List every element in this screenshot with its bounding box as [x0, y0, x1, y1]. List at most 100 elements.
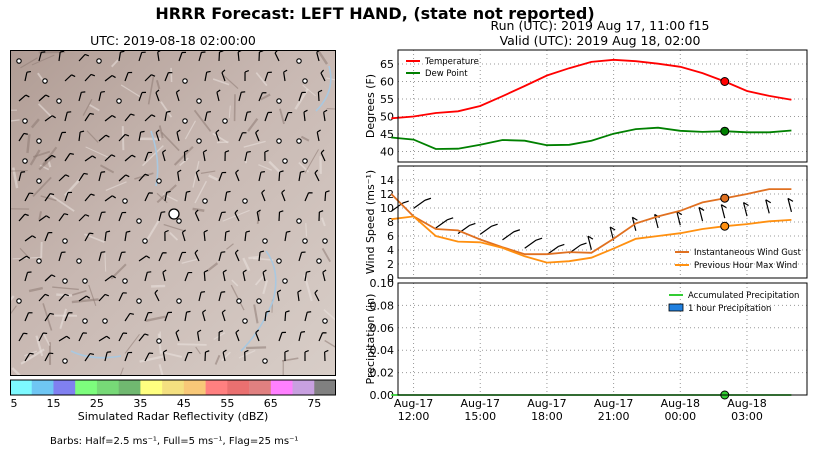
wind-barb	[84, 232, 94, 242]
calm-wind-marker	[116, 98, 122, 104]
wind-barb	[224, 190, 231, 202]
wind-barb	[244, 150, 251, 162]
colorbar-frame	[10, 379, 336, 396]
wind-barb	[435, 217, 454, 229]
wind-barb	[144, 151, 153, 162]
wind-barb	[244, 70, 249, 82]
wind-barb	[58, 251, 66, 262]
calm-wind-marker	[176, 218, 182, 224]
terrain-ridge	[226, 243, 234, 250]
wind-barb	[216, 89, 221, 102]
wind-barb	[118, 251, 126, 262]
wind-barb	[304, 192, 313, 202]
y-tick-label: 10	[380, 202, 394, 215]
y-tick-label: 2	[387, 258, 394, 271]
y-tick-label: 0.10	[370, 277, 395, 290]
x-tick-label: 18:00	[531, 410, 563, 423]
calm-wind-marker	[62, 238, 68, 244]
y-tick-label: 12	[380, 188, 394, 201]
wind-barb	[314, 289, 320, 302]
terrain-ridge	[179, 157, 189, 167]
wind-barb	[281, 189, 286, 202]
terrain-ridge	[320, 217, 326, 227]
wind-barb	[244, 230, 251, 242]
wind-barb	[64, 74, 76, 82]
wind-barb	[24, 352, 34, 362]
y-tick-label: 0.06	[370, 322, 395, 335]
y-tick-label: 45	[380, 128, 394, 141]
terrain-ridge	[317, 51, 329, 65]
terrain-ridge	[207, 262, 219, 272]
terrain-ridge	[214, 354, 221, 365]
calm-wind-marker	[16, 298, 22, 304]
terrain-ridge	[104, 251, 107, 272]
wind-barb	[104, 114, 116, 122]
chart-panel-frame	[397, 165, 808, 279]
wind-barb	[164, 72, 173, 82]
calm-wind-marker	[222, 118, 228, 124]
calm-wind-marker	[22, 118, 28, 124]
calm-wind-marker	[82, 278, 88, 284]
terrain-ridge	[147, 75, 155, 105]
colorbar-swatch	[227, 380, 250, 395]
terrain-ridge	[221, 351, 231, 362]
y-tick-label: 4	[387, 244, 394, 257]
valid-time-label: Valid (UTC): 2019 Aug 18, 02:00	[499, 33, 701, 48]
terrain-ridge	[99, 164, 115, 174]
calm-wind-marker	[136, 218, 142, 224]
colorbar-swatch	[53, 380, 76, 395]
wind-barb	[18, 94, 30, 102]
wind-barb	[64, 312, 73, 322]
wind-barb	[264, 71, 272, 82]
wind-barb	[154, 289, 160, 302]
wind-barb	[298, 170, 305, 182]
terrain-ridge	[258, 164, 273, 171]
calm-wind-marker	[156, 338, 162, 344]
terrain-ridge	[321, 247, 331, 263]
wind-barb	[144, 114, 156, 122]
terrain-ridge	[170, 67, 173, 83]
wind-barb	[44, 312, 54, 322]
wind-barb	[284, 310, 290, 322]
wind-barb	[479, 223, 498, 235]
terrain-ridge	[181, 258, 199, 264]
wind-barb	[164, 110, 171, 122]
wind-barb	[58, 335, 71, 342]
wind-barb	[304, 349, 309, 362]
wind-barb	[164, 311, 172, 322]
wind-barb	[215, 129, 220, 142]
terrain-ridge	[40, 195, 57, 202]
terrain-ridge	[192, 161, 200, 188]
terrain-ridge	[173, 145, 194, 166]
wind-barb	[222, 349, 227, 362]
terrain-ridge	[52, 286, 79, 291]
wind-barb	[118, 51, 125, 62]
wind-barb	[84, 112, 94, 122]
calm-wind-marker	[316, 258, 322, 264]
wind-barb	[204, 111, 212, 122]
wind-barb	[44, 274, 56, 282]
terrain-ridge	[208, 174, 219, 181]
terrain-ridge	[11, 305, 17, 315]
wind-barb	[283, 69, 288, 82]
terrain-ridge	[212, 78, 230, 86]
wind-barb	[78, 332, 87, 342]
terrain-ridge	[155, 79, 161, 90]
current-value-marker	[720, 221, 730, 231]
y-tick-label: 0.00	[370, 389, 395, 402]
terrain-ridge	[158, 125, 164, 139]
river-line	[240, 250, 277, 352]
wind-barb	[58, 213, 69, 222]
wind-barb	[284, 230, 291, 242]
wind-barb	[324, 190, 330, 202]
terrain-ridge	[262, 280, 269, 295]
wind-barb	[144, 192, 153, 202]
terrain-ridge	[139, 355, 164, 363]
calm-wind-marker	[276, 138, 282, 144]
colorbar-tick-label: 35	[133, 397, 147, 409]
chart-panel-background	[398, 50, 807, 162]
terrain-ridge	[11, 169, 28, 172]
colorbar-tick-label: 75	[307, 397, 321, 409]
calm-wind-marker	[242, 198, 248, 204]
x-tick-label: Aug-18	[727, 397, 766, 410]
